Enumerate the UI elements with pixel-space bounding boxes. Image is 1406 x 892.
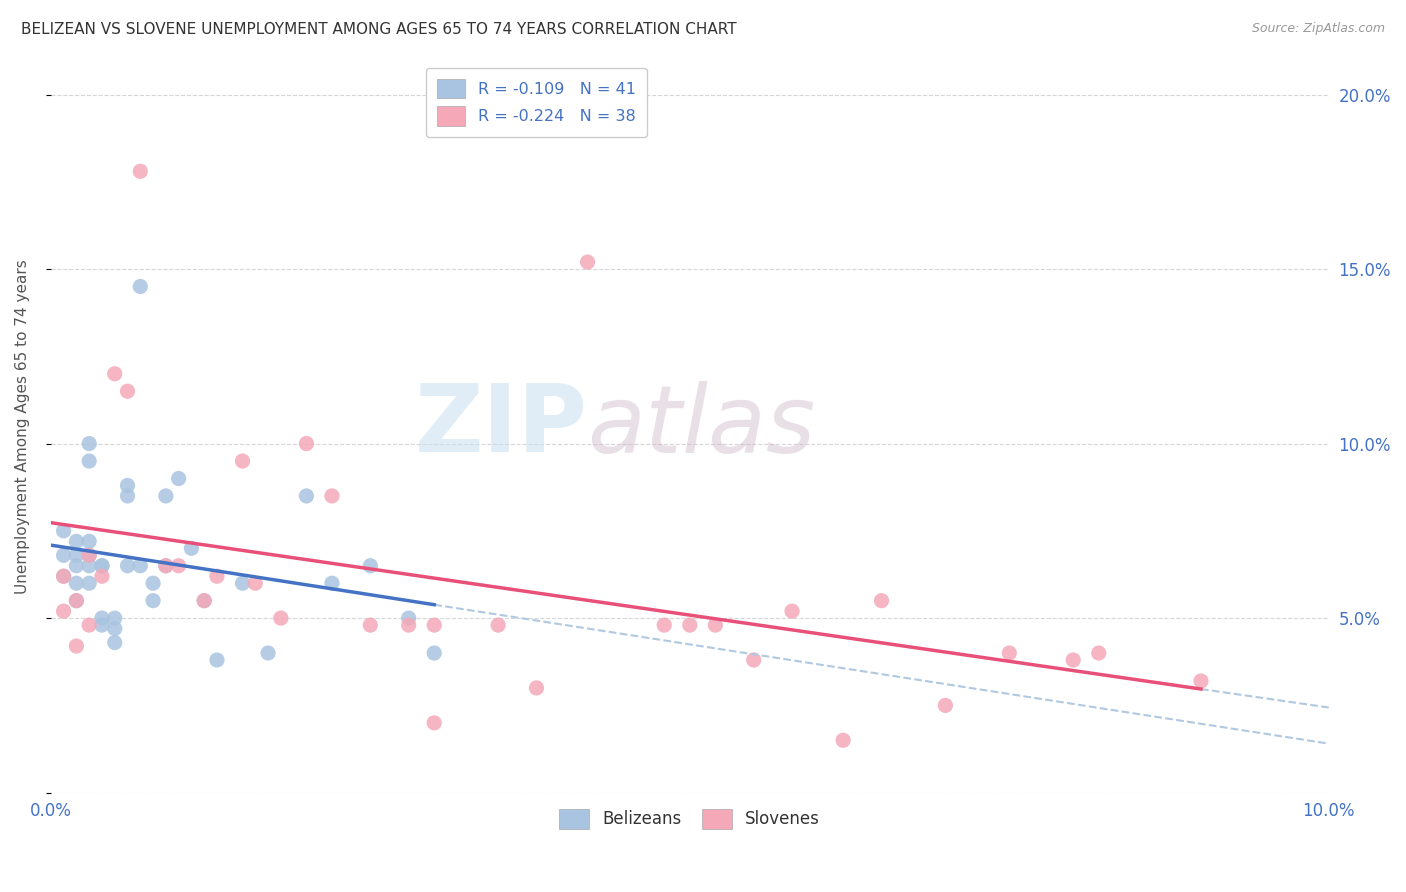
Point xyxy=(65,549,87,563)
Point xyxy=(526,681,548,695)
Point xyxy=(104,611,127,625)
Point xyxy=(91,558,114,573)
Point xyxy=(423,646,446,660)
Point xyxy=(77,549,100,563)
Point xyxy=(91,558,114,573)
Point xyxy=(155,558,177,573)
Point xyxy=(91,611,114,625)
Point xyxy=(359,558,381,573)
Point xyxy=(1062,653,1084,667)
Point xyxy=(117,489,139,503)
Point xyxy=(398,618,420,632)
Point xyxy=(832,733,855,747)
Point xyxy=(321,489,343,503)
Point xyxy=(104,635,127,649)
Point xyxy=(486,618,509,632)
Point xyxy=(129,558,152,573)
Point xyxy=(142,576,165,591)
Point xyxy=(117,478,139,492)
Point xyxy=(91,569,114,583)
Point xyxy=(193,593,215,607)
Point xyxy=(167,558,190,573)
Point xyxy=(295,489,318,503)
Point xyxy=(1087,646,1109,660)
Point xyxy=(155,558,177,573)
Point xyxy=(780,604,803,618)
Point xyxy=(180,541,202,556)
Point xyxy=(65,534,87,549)
Point xyxy=(129,164,152,178)
Point xyxy=(257,646,280,660)
Point xyxy=(65,593,87,607)
Point xyxy=(77,454,100,468)
Point xyxy=(423,715,446,730)
Point xyxy=(231,576,253,591)
Point xyxy=(77,576,100,591)
Point xyxy=(65,558,87,573)
Point xyxy=(270,611,292,625)
Point xyxy=(321,576,343,591)
Point xyxy=(91,618,114,632)
Point xyxy=(998,646,1021,660)
Point xyxy=(245,576,267,591)
Point xyxy=(742,653,765,667)
Point xyxy=(142,593,165,607)
Text: BELIZEAN VS SLOVENE UNEMPLOYMENT AMONG AGES 65 TO 74 YEARS CORRELATION CHART: BELIZEAN VS SLOVENE UNEMPLOYMENT AMONG A… xyxy=(21,22,737,37)
Text: atlas: atlas xyxy=(588,381,815,472)
Point xyxy=(870,593,893,607)
Point xyxy=(117,384,139,399)
Point xyxy=(193,593,215,607)
Point xyxy=(129,279,152,293)
Point xyxy=(52,549,75,563)
Legend: Belizeans, Slovenes: Belizeans, Slovenes xyxy=(553,802,827,836)
Point xyxy=(77,436,100,450)
Point xyxy=(359,618,381,632)
Point xyxy=(52,569,75,583)
Point xyxy=(77,558,100,573)
Point xyxy=(576,255,599,269)
Point xyxy=(423,618,446,632)
Point xyxy=(77,534,100,549)
Point xyxy=(679,618,702,632)
Point xyxy=(104,622,127,636)
Point xyxy=(155,489,177,503)
Point xyxy=(205,653,228,667)
Point xyxy=(704,618,727,632)
Point xyxy=(104,367,127,381)
Point xyxy=(231,454,253,468)
Point xyxy=(77,618,100,632)
Point xyxy=(117,558,139,573)
Point xyxy=(205,569,228,583)
Point xyxy=(295,436,318,450)
Point xyxy=(65,639,87,653)
Text: Source: ZipAtlas.com: Source: ZipAtlas.com xyxy=(1251,22,1385,36)
Y-axis label: Unemployment Among Ages 65 to 74 years: Unemployment Among Ages 65 to 74 years xyxy=(15,259,30,593)
Point xyxy=(65,576,87,591)
Point xyxy=(77,549,100,563)
Point xyxy=(52,569,75,583)
Point xyxy=(167,471,190,485)
Text: ZIP: ZIP xyxy=(415,380,588,472)
Point xyxy=(398,611,420,625)
Point xyxy=(52,604,75,618)
Point xyxy=(1189,673,1212,688)
Point xyxy=(52,524,75,538)
Point xyxy=(652,618,675,632)
Point xyxy=(65,593,87,607)
Point xyxy=(934,698,956,713)
